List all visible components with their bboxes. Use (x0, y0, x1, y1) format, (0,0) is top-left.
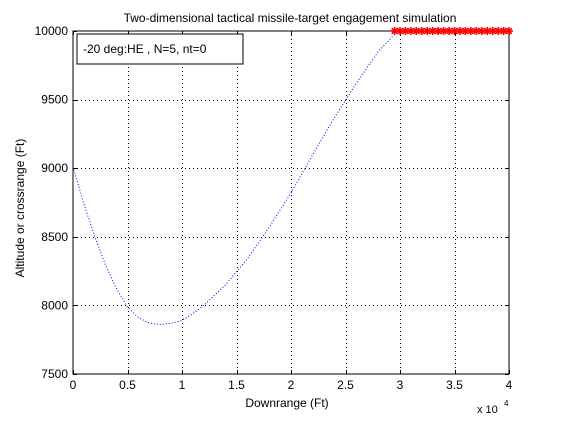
asterisk-marker (417, 27, 426, 35)
legend-text: -20 deg:HE , N=5, nt=0 (83, 42, 207, 56)
x-tick-label: 2.5 (337, 378, 354, 392)
asterisk-marker (499, 27, 508, 35)
asterisk-stroke (440, 27, 447, 35)
asterisk-stroke (494, 27, 502, 35)
series-red-markers (390, 27, 513, 35)
asterisk-marker (423, 27, 432, 35)
asterisk-stroke (489, 27, 497, 35)
asterisk-stroke (451, 27, 458, 35)
y-tick-label: 9000 (41, 161, 68, 175)
y-tick-label: 7500 (41, 367, 68, 381)
x-tick-label: 2 (288, 378, 295, 392)
x-axis-multiplier-base: x 10 (477, 404, 498, 416)
x-axis-multiplier: x 10 4 (477, 399, 509, 416)
asterisk-marker (434, 27, 443, 35)
x-tick-label: 4 (506, 378, 513, 392)
x-tick-label: 0.5 (119, 378, 136, 392)
x-tick-label: 3.5 (446, 378, 463, 392)
asterisk-stroke (423, 27, 431, 35)
asterisk-stroke (456, 27, 464, 35)
legend-box (76, 33, 244, 65)
asterisk-stroke (418, 27, 426, 35)
asterisk-marker (439, 27, 448, 35)
asterisk-stroke (391, 27, 398, 35)
y-axis-label: Altitude or crossrange (Ft) (13, 139, 27, 278)
asterisk-stroke (483, 27, 491, 35)
asterisk-stroke (445, 27, 453, 35)
x-tick-label: 0 (70, 378, 77, 392)
asterisk-marker (461, 27, 470, 35)
x-axis-label: Downrange (Ft) (245, 396, 328, 410)
asterisk-marker (428, 27, 437, 35)
y-tick-label: 8500 (41, 230, 68, 244)
y-tick-label: 9500 (41, 93, 68, 107)
asterisk-stroke (472, 27, 480, 35)
grid (73, 31, 509, 374)
plot-area: 0 0.5 1 1.5 2 2.5 3 3.5 4 7500 8000 8500 9000 9500 10… (35, 24, 513, 392)
x-tick-label: 1.5 (228, 378, 245, 392)
y-tick-label: 8000 (41, 298, 68, 312)
asterisk-stroke (412, 27, 420, 35)
legend: -20 deg:HE , N=5, nt=0 (76, 33, 244, 65)
x-axis-multiplier-exponent: 4 (504, 399, 509, 408)
asterisk-stroke (478, 27, 486, 35)
asterisk-marker (412, 27, 421, 35)
x-tick-label: 1 (179, 378, 186, 392)
asterisk-marker (401, 27, 410, 35)
asterisk-stroke (467, 27, 475, 35)
asterisk-stroke (402, 27, 409, 35)
asterisk-stroke (462, 27, 469, 35)
asterisk-stroke (500, 27, 507, 35)
axes-box (72, 30, 510, 375)
asterisk-stroke (396, 27, 404, 35)
y-tick-labels: 7500 8000 8500 9000 9500 10000 (35, 24, 69, 381)
asterisk-stroke (505, 27, 513, 35)
x-tick-label: 3 (397, 378, 404, 392)
y-tick-label: 10000 (35, 24, 69, 38)
asterisk-marker (505, 27, 513, 35)
asterisk-stroke (429, 27, 437, 35)
asterisk-stroke (434, 27, 442, 35)
chart-title: Two-dimensional tactical missile-target … (124, 11, 457, 25)
asterisk-stroke (407, 27, 415, 35)
x-tick-labels: 0 0.5 1 1.5 2 2.5 3 3.5 4 (70, 378, 513, 392)
